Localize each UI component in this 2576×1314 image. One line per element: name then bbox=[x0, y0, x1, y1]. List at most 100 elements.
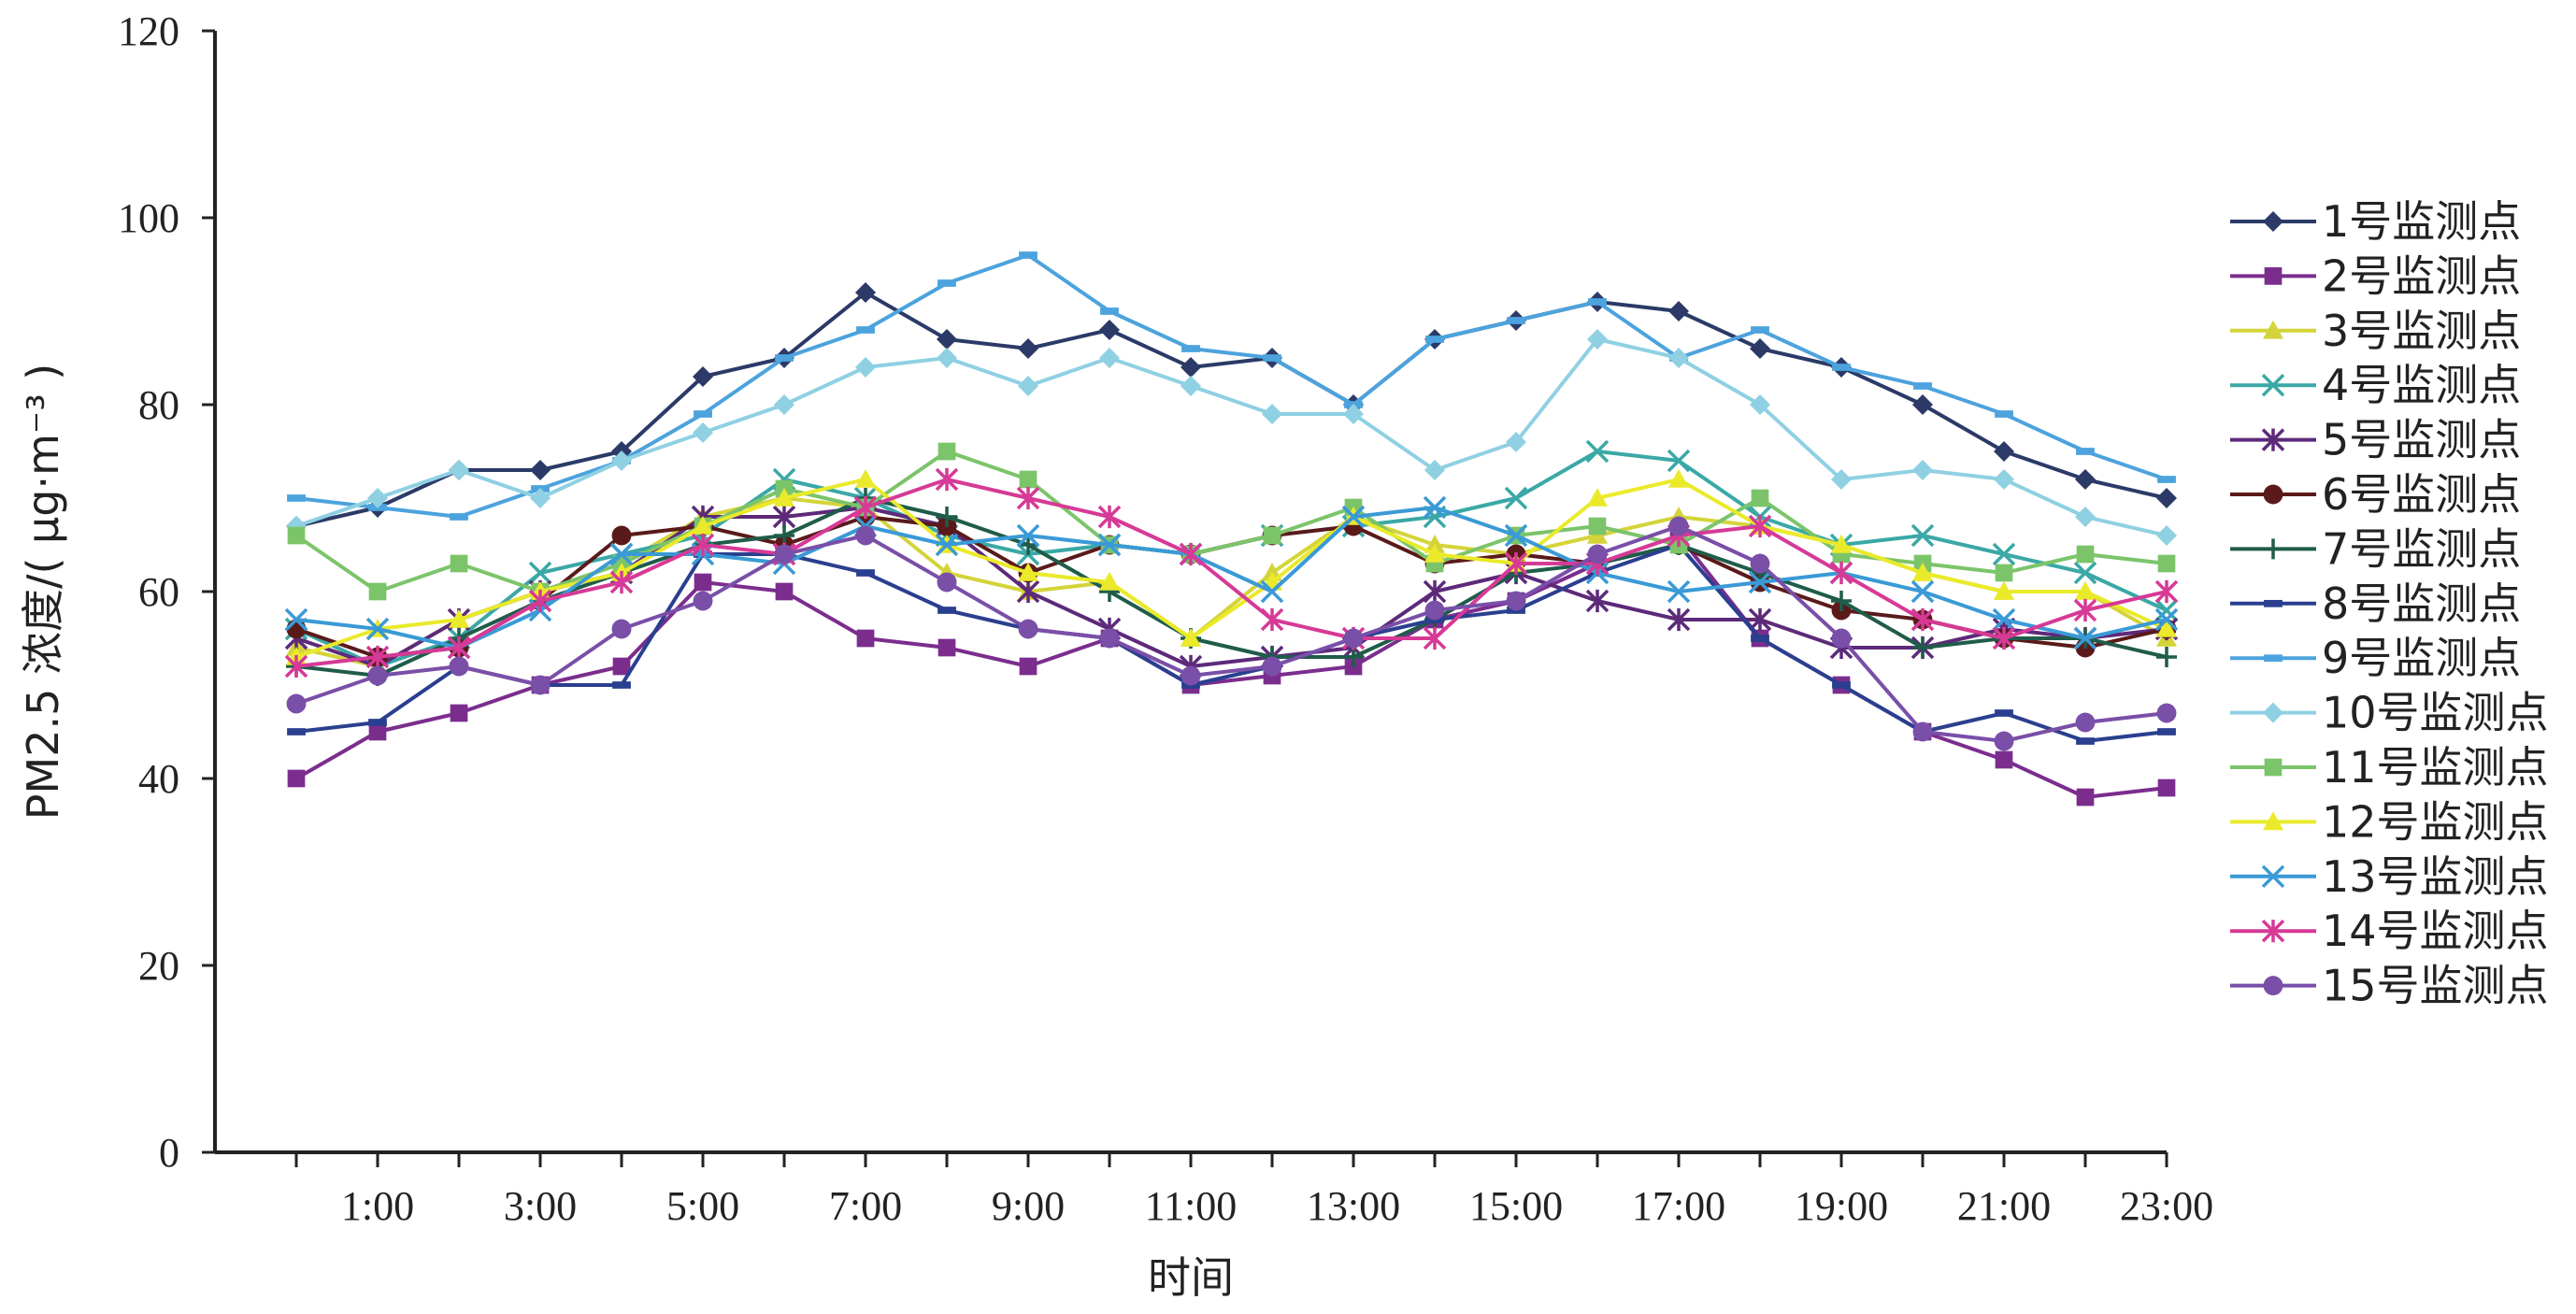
y-axis-title-unit: ( μg·m⁻³ ) bbox=[18, 364, 68, 575]
data-point bbox=[694, 410, 712, 418]
data-point bbox=[935, 467, 959, 492]
y-tick-label: 20 bbox=[138, 943, 179, 989]
series-1 bbox=[286, 282, 2177, 536]
legend-item: 7号监测点 bbox=[2230, 523, 2521, 574]
legend-label: 4号监测点 bbox=[2322, 360, 2521, 410]
data-point bbox=[367, 488, 388, 508]
x-tick-label: 5:00 bbox=[666, 1183, 739, 1229]
data-point bbox=[2157, 476, 2176, 483]
data-point bbox=[1913, 382, 1932, 390]
data-point bbox=[1423, 495, 1447, 520]
data-point bbox=[287, 769, 306, 788]
data-point bbox=[1667, 579, 1691, 604]
data-point bbox=[1181, 357, 1201, 378]
data-point bbox=[1587, 544, 1608, 564]
data-point bbox=[937, 607, 956, 614]
data-point bbox=[856, 629, 875, 648]
legend-label: 6号监测点 bbox=[2322, 469, 2521, 520]
data-point bbox=[2156, 647, 2177, 667]
data-point bbox=[1994, 469, 2014, 490]
data-point bbox=[1181, 376, 1201, 396]
data-point bbox=[1016, 523, 1040, 548]
data-point bbox=[450, 704, 468, 722]
data-point bbox=[1750, 394, 1770, 415]
data-point bbox=[367, 665, 388, 686]
legend-item: 12号监测点 bbox=[2230, 796, 2549, 847]
data-point bbox=[937, 279, 956, 287]
data-point bbox=[1423, 579, 1447, 604]
data-point bbox=[1992, 542, 2016, 566]
legend-label: 13号监测点 bbox=[2322, 851, 2549, 902]
data-point bbox=[287, 494, 306, 502]
data-point bbox=[1097, 505, 1122, 529]
data-point bbox=[693, 591, 713, 611]
series-10 bbox=[286, 329, 2177, 546]
data-point bbox=[1016, 579, 1040, 604]
data-point bbox=[1097, 533, 1122, 557]
data-point bbox=[2154, 607, 2179, 632]
data-point bbox=[1995, 410, 2013, 418]
data-point bbox=[1504, 486, 1528, 510]
data-point bbox=[1831, 591, 1852, 611]
data-point bbox=[1995, 709, 2013, 717]
data-point bbox=[2075, 581, 2096, 600]
data-point bbox=[2156, 703, 2177, 723]
y-axis-title-main: PM2.5 浓度/ bbox=[18, 574, 68, 820]
x-axis-title: 时间 bbox=[1148, 1252, 1234, 1303]
y-tick-label: 40 bbox=[138, 756, 179, 802]
data-point bbox=[1668, 469, 1689, 488]
data-point bbox=[1506, 591, 1526, 611]
data-point bbox=[1912, 394, 1933, 415]
data-point bbox=[774, 394, 794, 415]
series-line bbox=[295, 543, 2168, 743]
x-tick-label: 9:00 bbox=[992, 1183, 1065, 1229]
legend-label: 12号监测点 bbox=[2322, 796, 2549, 847]
data-point bbox=[1667, 449, 1691, 473]
legend-marker bbox=[2261, 428, 2285, 451]
legend-item: 3号监测点 bbox=[2230, 306, 2521, 356]
data-point bbox=[1668, 348, 1689, 368]
legend-marker bbox=[2263, 538, 2283, 560]
data-point bbox=[774, 525, 794, 546]
legend-label: 14号监测点 bbox=[2322, 906, 2549, 956]
y-tick-label: 80 bbox=[138, 382, 179, 428]
data-point bbox=[1424, 460, 1445, 480]
legend-label: 3号监测点 bbox=[2322, 306, 2521, 356]
legend-item: 11号监测点 bbox=[2230, 742, 2549, 793]
data-point bbox=[611, 525, 632, 546]
data-point bbox=[1018, 535, 1038, 555]
data-point bbox=[447, 636, 471, 660]
data-point bbox=[365, 617, 390, 641]
data-point bbox=[1504, 551, 1528, 576]
data-point bbox=[1018, 376, 1038, 396]
data-point bbox=[1181, 628, 1201, 647]
data-point bbox=[691, 533, 715, 557]
legend-label: 11号监测点 bbox=[2322, 742, 2549, 793]
legend-item: 8号监测点 bbox=[2230, 578, 2521, 629]
y-tick-label: 60 bbox=[138, 569, 179, 615]
data-point bbox=[937, 329, 957, 350]
data-point bbox=[1262, 404, 1282, 424]
data-point bbox=[449, 609, 469, 628]
legend-marker bbox=[2261, 373, 2285, 397]
data-point bbox=[1019, 657, 1038, 676]
legend-marker bbox=[2263, 211, 2283, 232]
data-point bbox=[2076, 448, 2095, 455]
legend-label: 8号监测点 bbox=[2322, 578, 2521, 629]
data-point bbox=[1994, 441, 2014, 462]
data-point bbox=[368, 582, 387, 601]
data-point bbox=[1181, 665, 1201, 686]
x-tick-label: 1:00 bbox=[341, 1183, 414, 1229]
series-line bbox=[295, 291, 2168, 528]
legend-item: 10号监测点 bbox=[2230, 688, 2549, 738]
data-point bbox=[1911, 607, 1935, 632]
data-point bbox=[2157, 554, 2176, 573]
legend-item: 14号监测点 bbox=[2230, 906, 2549, 956]
legend-marker bbox=[2261, 919, 2285, 943]
data-point bbox=[935, 533, 959, 557]
data-point bbox=[1751, 326, 1769, 334]
x-tick-label: 3:00 bbox=[504, 1183, 577, 1229]
data-point bbox=[1343, 628, 1364, 649]
